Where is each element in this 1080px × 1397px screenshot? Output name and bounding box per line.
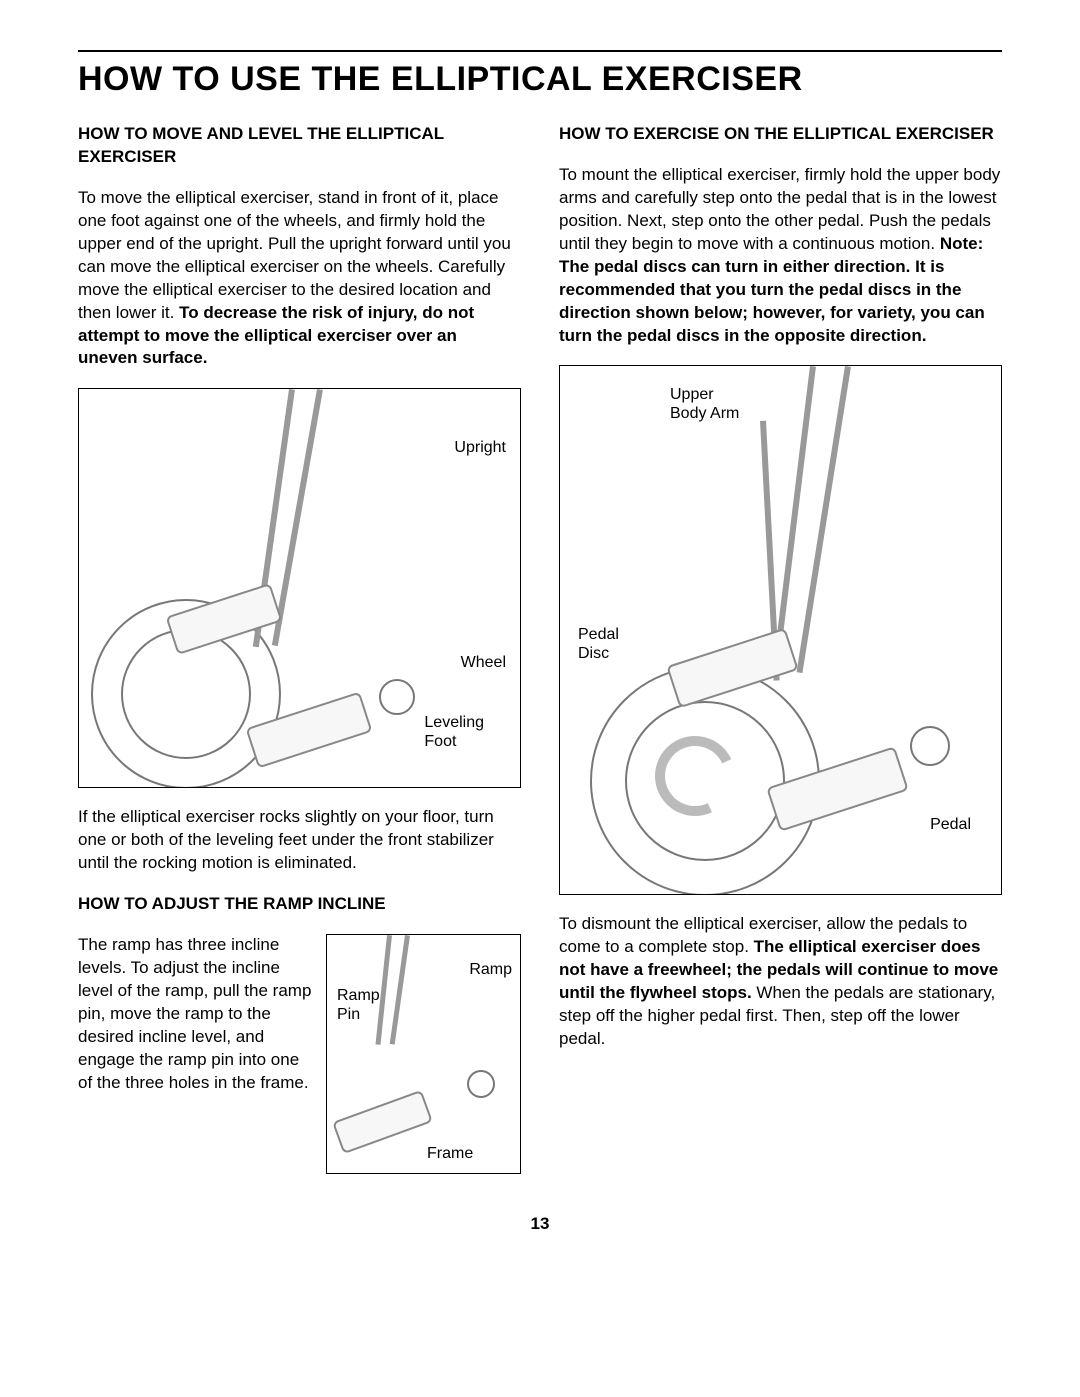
- label-pedal-disc-l1: Pedal: [578, 626, 619, 643]
- sketch-c: [560, 366, 1001, 894]
- label-ramp-pin-l2: Pin: [337, 1006, 360, 1023]
- label-upright: Upright: [454, 439, 506, 457]
- ramp-post2-shape: [390, 935, 410, 1045]
- move-level-text: To move the elliptical exerciser, stand …: [78, 188, 511, 322]
- left-column: HOW TO MOVE AND LEVEL THE ELLIPTICAL EXE…: [78, 123, 521, 1174]
- label-upper-l2: Body Arm: [670, 405, 739, 422]
- page: HOW TO USE THE ELLIPTICAL EXERCISER HOW …: [0, 0, 1080, 1274]
- label-pedal-disc-l2: Disc: [578, 645, 609, 662]
- label-ramp-pin: Ramp Pin: [337, 987, 380, 1024]
- exercise-paragraph: To mount the elliptical exerciser, firml…: [559, 164, 1002, 348]
- label-leveling-foot-l2: Foot: [424, 733, 456, 750]
- upright-bar2-shape: [272, 389, 323, 646]
- leveling-paragraph: If the elliptical exerciser rocks slight…: [78, 806, 521, 875]
- label-ramp: Ramp: [469, 961, 512, 979]
- right-column: HOW TO EXERCISE ON THE ELLIPTICAL EXERCI…: [559, 123, 1002, 1174]
- ramp-block: Ramp Ramp Pin Frame The ramp has three i…: [78, 934, 521, 1174]
- label-pedal: Pedal: [930, 816, 971, 834]
- label-pedal-disc: Pedal Disc: [578, 626, 619, 663]
- page-title: HOW TO USE THE ELLIPTICAL EXERCISER: [78, 60, 1002, 99]
- columns: HOW TO MOVE AND LEVEL THE ELLIPTICAL EXE…: [78, 123, 1002, 1174]
- section-head-ramp: HOW TO ADJUST THE RAMP INCLINE: [78, 893, 521, 916]
- ramp-wheel-shape: [467, 1070, 495, 1098]
- dismount-paragraph: To dismount the elliptical exerciser, al…: [559, 913, 1002, 1051]
- label-upper-body-arm: Upper Body Arm: [670, 386, 739, 423]
- figure-ramp: Ramp Ramp Pin Frame: [326, 934, 521, 1174]
- move-level-paragraph: To move the elliptical exerciser, stand …: [78, 187, 521, 371]
- section-head-move-level: HOW TO MOVE AND LEVEL THE ELLIPTICAL EXE…: [78, 123, 521, 169]
- label-wheel: Wheel: [461, 654, 506, 672]
- top-rule: [78, 50, 1002, 52]
- exercise-text: To mount the elliptical exerciser, firml…: [559, 165, 1000, 253]
- label-upper-l1: Upper: [670, 386, 714, 403]
- ramp-pedal-shape: [332, 1090, 433, 1154]
- label-leveling-foot: Leveling Foot: [424, 714, 484, 751]
- label-frame: Frame: [427, 1145, 473, 1163]
- label-ramp-pin-l1: Ramp: [337, 987, 380, 1004]
- section-head-exercise: HOW TO EXERCISE ON THE ELLIPTICAL EXERCI…: [559, 123, 1002, 146]
- page-number: 13: [78, 1214, 1002, 1234]
- label-leveling-foot-l1: Leveling: [424, 714, 484, 731]
- caster-c-shape: [910, 726, 950, 766]
- figure-exercise: Upper Body Arm Pedal Disc Pedal: [559, 365, 1002, 895]
- figure-move-level: Upright Wheel Leveling Foot: [78, 388, 521, 788]
- caster-wheel-shape: [379, 679, 415, 715]
